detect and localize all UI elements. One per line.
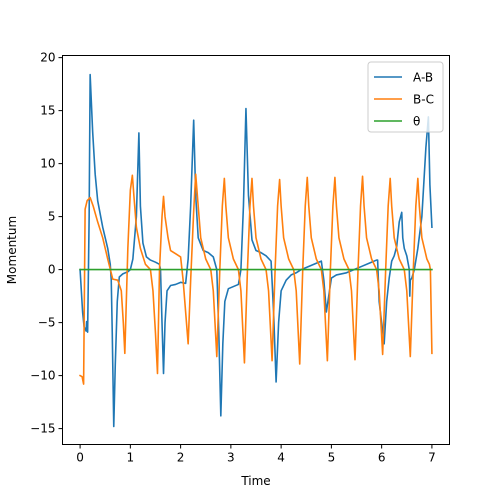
legend-label-2: θ — [413, 115, 420, 129]
x-axis-title: Time — [240, 474, 270, 488]
y-tick-label: 5 — [48, 210, 56, 224]
y-tick-label: −5 — [38, 316, 56, 330]
legend: A-B B-C θ — [367, 61, 444, 133]
series-line-0 — [79, 73, 433, 428]
legend-box — [367, 61, 444, 133]
y-tick-label: −10 — [30, 369, 55, 383]
y-tick-label: 0 — [48, 263, 56, 277]
axes-frame — [62, 55, 450, 445]
x-tick-label: 5 — [328, 451, 336, 465]
y-axis-title: Momentum — [5, 216, 19, 284]
series-layer — [79, 73, 433, 428]
legend-label-0: A-B — [413, 71, 433, 85]
x-tick-label: 2 — [177, 451, 185, 465]
x-tick-label: 0 — [76, 451, 84, 465]
x-tick-label: 6 — [378, 451, 386, 465]
series-line-1 — [79, 173, 433, 385]
x-tick-label: 7 — [428, 451, 436, 465]
y-tick-label: 10 — [40, 157, 55, 171]
y-axis: −15 −10 −5 0 5 10 15 20 — [30, 51, 63, 436]
x-tick-label: 1 — [127, 451, 135, 465]
y-tick-label: 15 — [40, 104, 55, 118]
plot-area — [62, 55, 450, 445]
x-axis: 0 1 2 3 4 5 6 7 — [76, 444, 436, 465]
x-tick-label: 4 — [277, 451, 285, 465]
y-tick-label: −15 — [30, 422, 55, 436]
y-tick-label: 20 — [40, 51, 55, 65]
x-tick-label: 3 — [227, 451, 235, 465]
legend-label-1: B-C — [413, 93, 434, 107]
